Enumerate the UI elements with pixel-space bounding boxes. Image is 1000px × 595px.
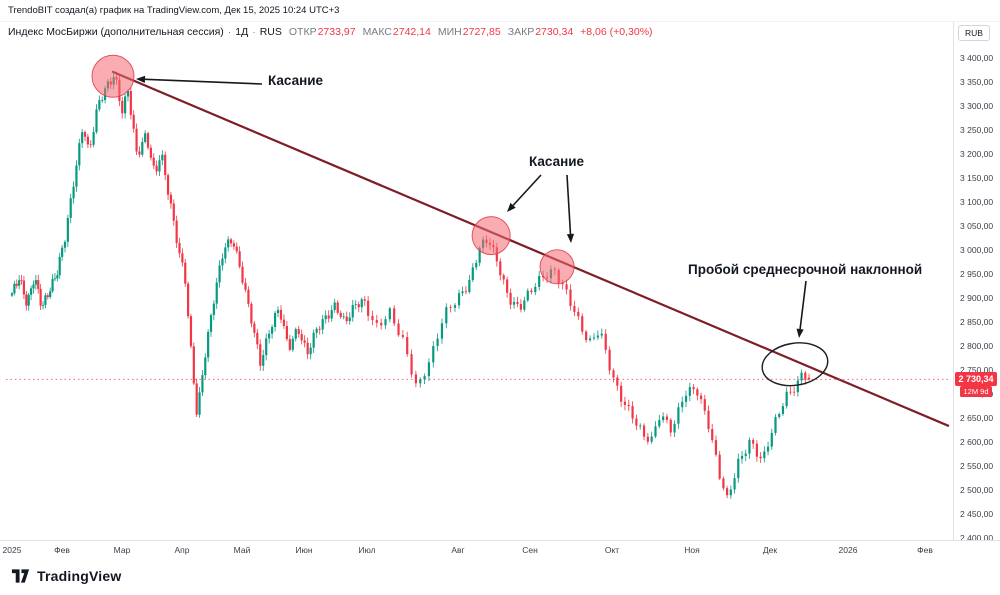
attribution-text: TrendoBIT создал(а) график на TradingVie… <box>8 5 340 16</box>
time-tick-label: Авг <box>451 545 465 555</box>
price-tick-label: 3 050,00 <box>960 221 994 231</box>
price-tick-label: 3 350,00 <box>960 77 994 87</box>
time-tick-label: Май <box>233 545 251 555</box>
annotation-arrow[interactable] <box>566 174 575 243</box>
ohlc-value: 2730,34 <box>535 26 574 38</box>
touch-circle-drawing[interactable] <box>91 54 135 98</box>
time-tick-label: 2026 <box>838 545 858 555</box>
price-tick-label: 3 300,00 <box>960 101 994 111</box>
price-tick-label: 2 550,00 <box>960 461 994 471</box>
ohlc-label: МИН <box>437 26 462 38</box>
price-tick-label: 2 800,00 <box>960 341 994 351</box>
price-tick-label: 3 100,00 <box>960 197 994 207</box>
price-tick-label: 3 250,00 <box>960 125 994 135</box>
annotation-breakout[interactable]: Пробой среднесрочной наклонной <box>688 262 923 277</box>
touch-circle-drawing[interactable] <box>539 249 575 285</box>
time-tick-label: 2025 <box>2 545 22 555</box>
exchange-label: RUS <box>259 26 282 38</box>
time-tick-label: Мар <box>113 545 131 555</box>
time-tick-label: Сен <box>522 545 538 555</box>
ohlc-label: ОТКР <box>288 26 317 38</box>
price-tick-label: 3 000,00 <box>960 245 994 255</box>
time-tick-label: Июл <box>358 545 376 555</box>
price-tick-label: 2 500,00 <box>960 485 994 495</box>
price-tick-label: 3 150,00 <box>960 173 994 183</box>
symbol-title[interactable]: Индекс МосБиржи (дополнительная сессия) <box>8 26 224 38</box>
time-tick-label: Окт <box>604 545 620 555</box>
price-tick-label: 2 450,00 <box>960 509 994 519</box>
bar-countdown-badge: 12M 9d <box>960 386 992 398</box>
annotation-arrow[interactable] <box>136 75 263 85</box>
ohlc-label: МАКС <box>362 26 392 38</box>
attribution-bar: TrendoBIT создал(а) график на TradingVie… <box>0 0 1000 22</box>
legend-separator: · <box>252 26 256 38</box>
price-tick-label: 3 400,00 <box>960 53 994 63</box>
time-tick-label: Фев <box>54 545 70 555</box>
footer: TradingView <box>0 557 1000 595</box>
breakout-ellipse-drawing[interactable] <box>759 338 831 390</box>
last-price-badge: 2 730,34 <box>955 372 997 387</box>
interval-label[interactable]: 1Д <box>235 26 249 38</box>
time-tick-label: Апр <box>174 545 190 555</box>
price-tick-label: 2 650,00 <box>960 413 994 423</box>
time-axis[interactable]: 2025 Фев Мар Апр Май Июн Июл Авг Сен Окт Ноя Дек 202… <box>0 540 1000 557</box>
price-tick-label: 2 400,00 <box>960 533 994 543</box>
ohlc-fields: ОТКР 2733,97 МАКС 2742,14 МИН 2727,85 ЗАКР 2730… <box>282 26 573 38</box>
change-value: +8,06 (+0,30%) <box>580 26 653 38</box>
annotation-arrow[interactable] <box>796 280 807 338</box>
price-tick-label: 2 750,00 <box>960 365 994 375</box>
annotation-touch-1[interactable]: Касание <box>268 73 324 88</box>
annotation-arrow[interactable] <box>507 174 542 212</box>
legend: Индекс МосБиржи (дополнительная сессия) … <box>8 26 653 38</box>
time-tick-label: Фев <box>917 545 933 555</box>
candles-layer <box>10 71 811 499</box>
price-tick-label: 2 950,00 <box>960 269 994 279</box>
ohlc-value: 2727,85 <box>462 26 501 38</box>
price-tick-label: 2 900,00 <box>960 293 994 303</box>
legend-separator: · <box>227 26 232 38</box>
time-tick-label: Дек <box>762 545 778 555</box>
price-tick-label: 2 850,00 <box>960 317 994 327</box>
time-tick-label: Ноя <box>684 545 700 555</box>
tradingview-logo-icon <box>11 569 30 583</box>
tradingview-logo[interactable]: TradingView <box>10 567 121 585</box>
trendline-drawing[interactable] <box>111 70 950 427</box>
touch-circle-drawing[interactable] <box>471 216 511 256</box>
annotation-touch-2[interactable]: Касание <box>529 154 585 169</box>
currency-button[interactable]: RUB <box>958 25 990 41</box>
price-tick-label: 2 600,00 <box>960 437 994 447</box>
tradingview-logo-text: TradingView <box>37 568 122 584</box>
ohlc-label: ЗАКР <box>507 26 535 38</box>
time-tick-label: Июн <box>295 545 313 555</box>
ohlc-value: 2733,97 <box>317 26 356 38</box>
ohlc-value: 2742,14 <box>392 26 431 38</box>
price-tick-label: 3 200,00 <box>960 149 994 159</box>
price-axis[interactable]: RUB 2 730,34 12M 9d 3 400,00 3 350,00 3 30… <box>953 22 1000 543</box>
